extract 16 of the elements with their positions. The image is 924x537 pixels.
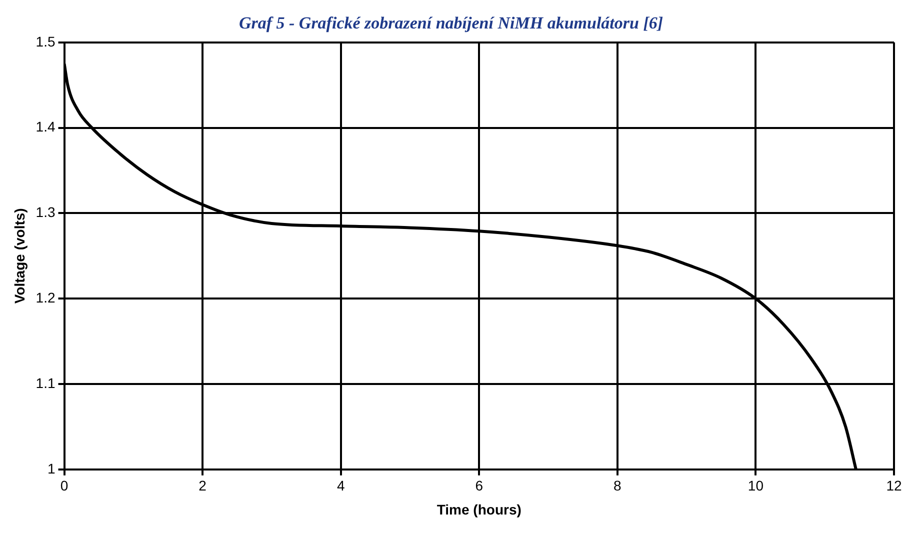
y-tick-label: 1.1 <box>36 374 56 391</box>
x-axis-title: Time (hours) <box>436 501 522 518</box>
y-tick-label: 1.2 <box>36 289 56 306</box>
x-tick-label: 0 <box>60 478 68 494</box>
y-tick-label: 1.3 <box>36 204 56 220</box>
x-tick-label: 6 <box>475 478 484 494</box>
x-tick-label: 8 <box>614 478 622 494</box>
x-tick-label: 12 <box>886 478 902 494</box>
x-tick-label: 2 <box>198 478 207 494</box>
x-tick-label: 10 <box>748 478 764 494</box>
x-tick-label: 4 <box>336 478 345 494</box>
y-tick-label: 1 <box>47 460 56 476</box>
chart-title: Graf 5 - Grafické zobrazení nabíjení NiMH akumulátoru [6] <box>238 14 664 33</box>
y-axis-title: Voltage (volts) <box>11 208 28 304</box>
y-tick-label: 1.4 <box>36 118 56 135</box>
y-tick-label: 1.5 <box>36 33 56 50</box>
